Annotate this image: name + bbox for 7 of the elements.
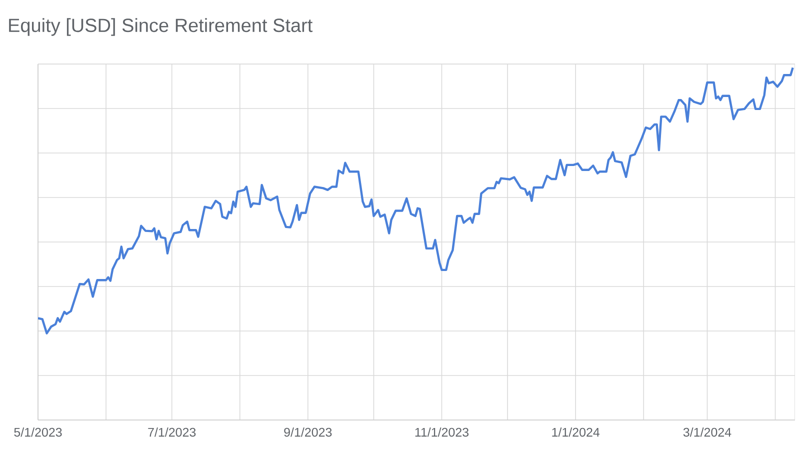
chart-title: Equity [USD] Since Retirement Start <box>9 18 313 36</box>
x-tick-label: 11/1/2023 <box>415 428 469 437</box>
x-tick-label: 9/1/2023 <box>284 428 332 437</box>
x-tick-label: 5/1/2023 <box>14 428 62 437</box>
x-tick-label: 3/1/2024 <box>683 428 732 437</box>
x-tick-label: 7/1/2023 <box>148 428 196 437</box>
x-tick-label: 1/1/2024 <box>552 428 600 437</box>
